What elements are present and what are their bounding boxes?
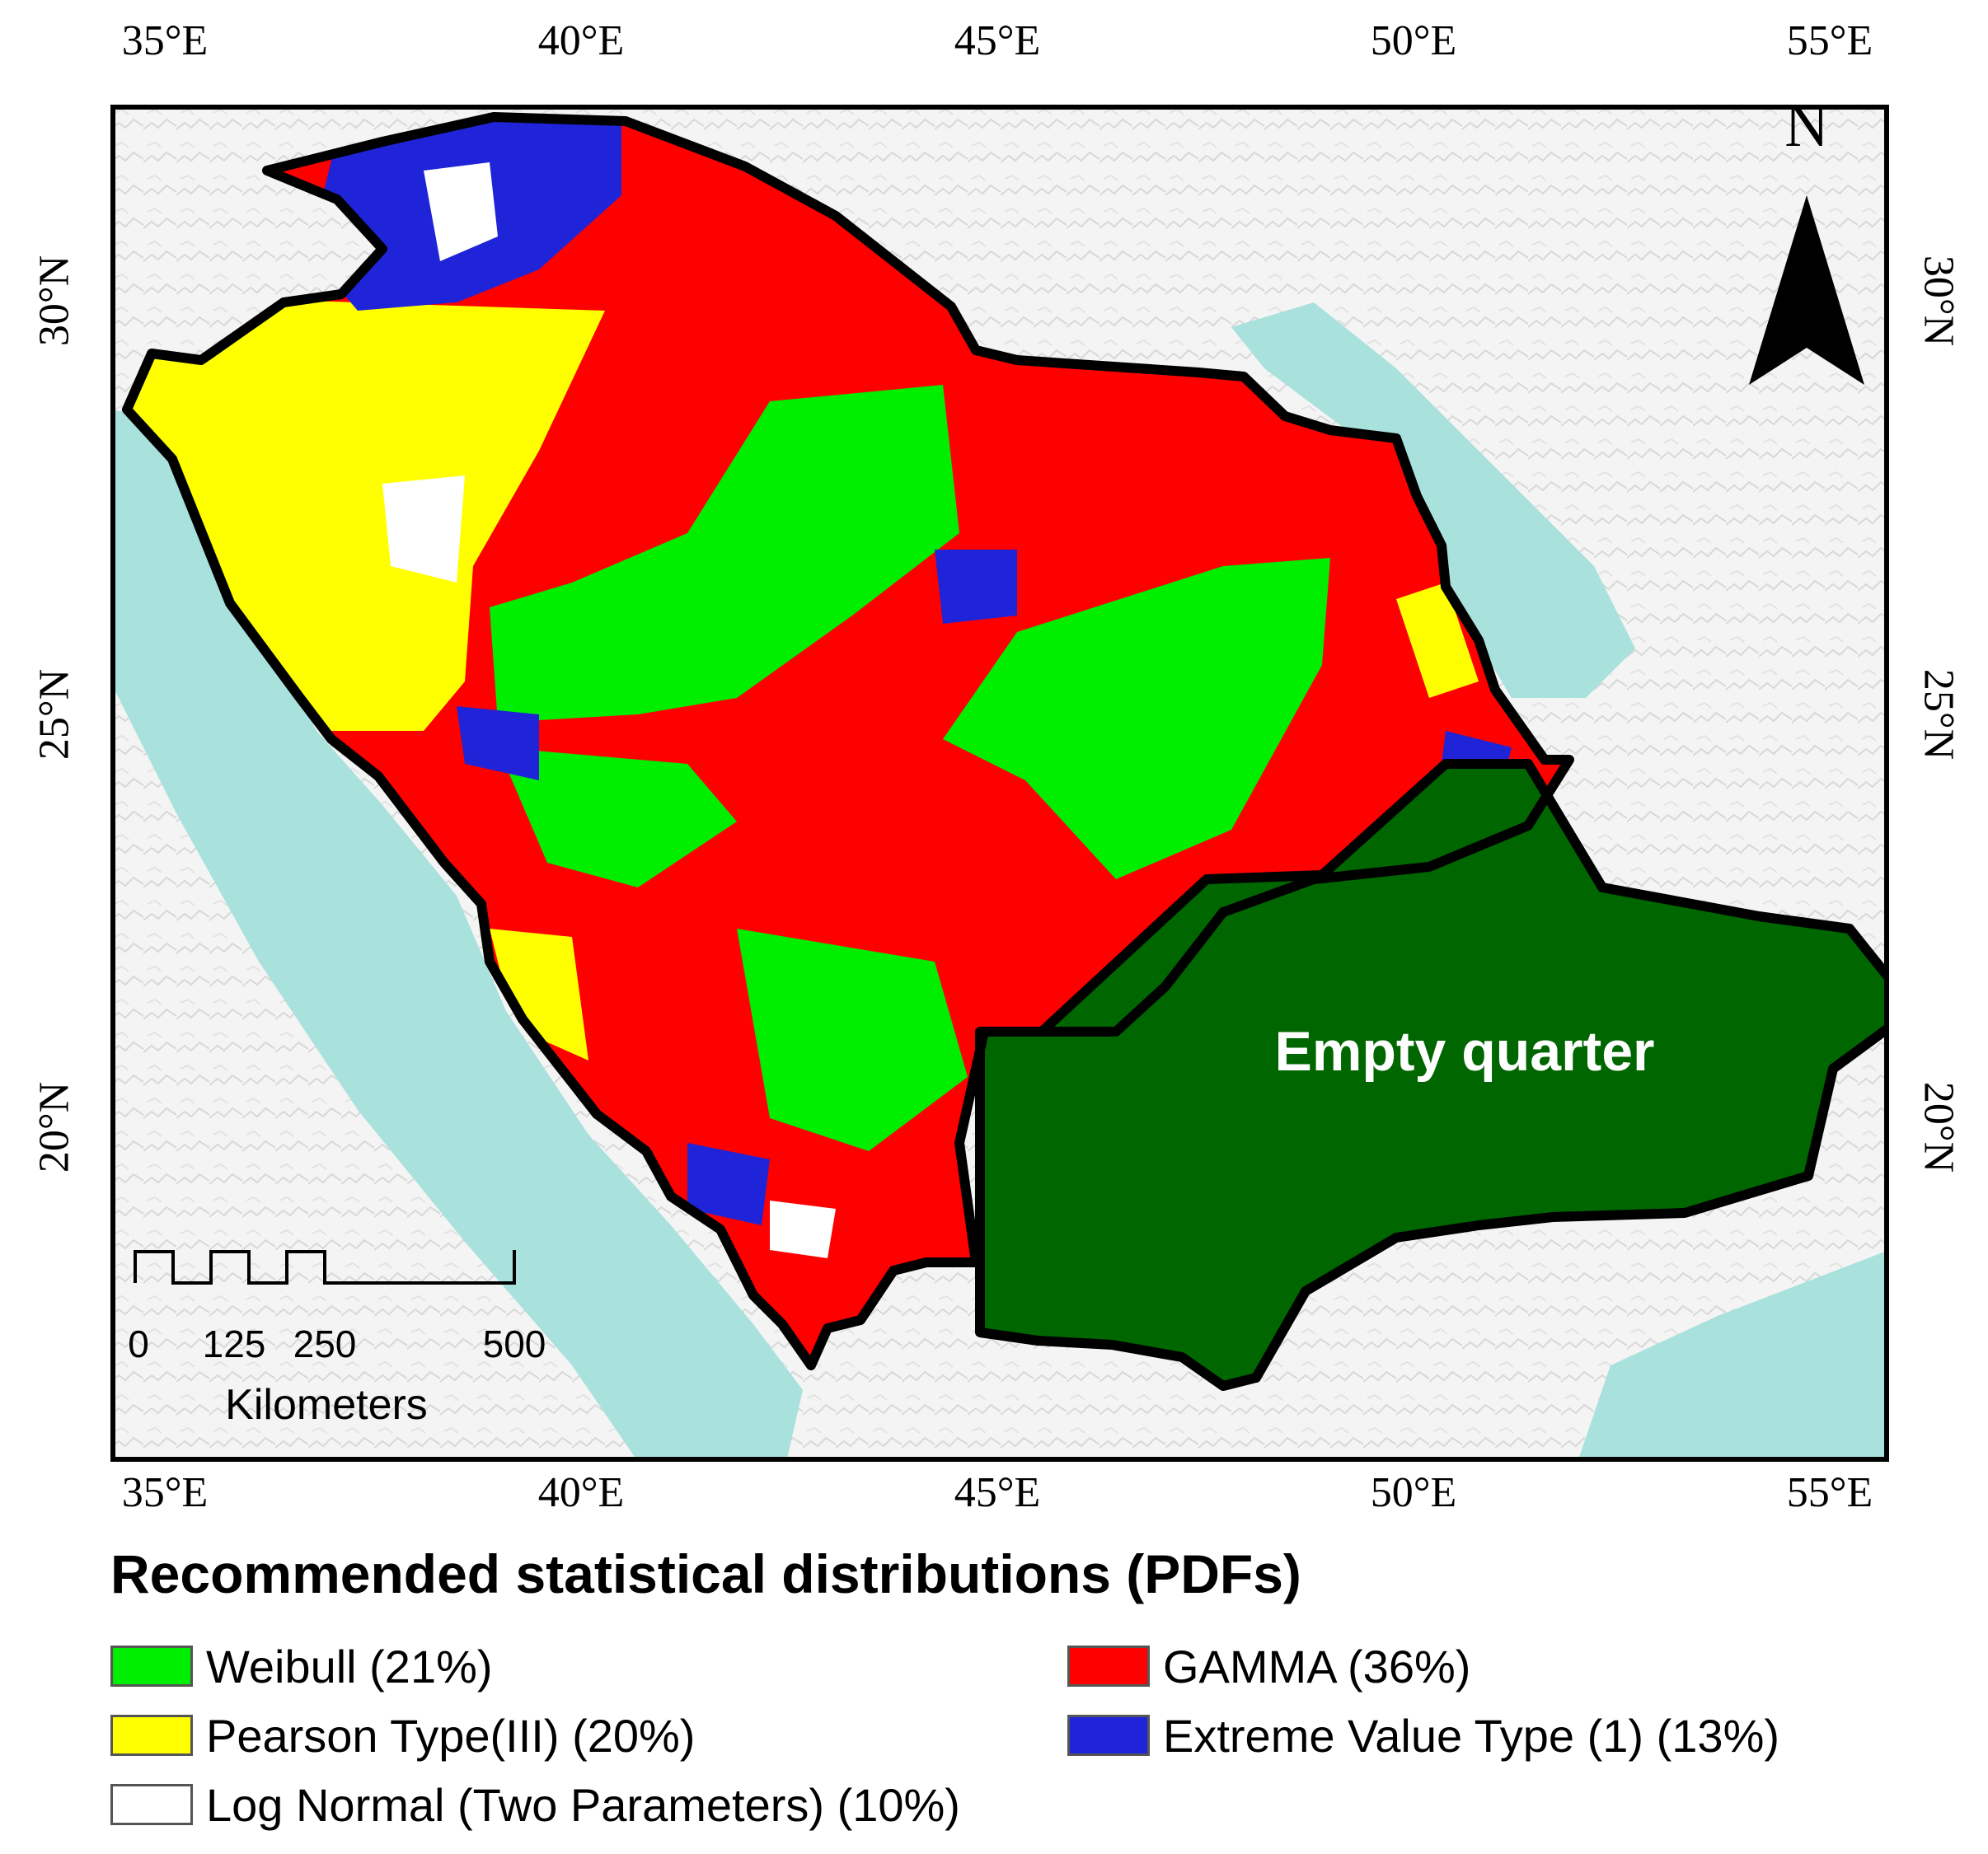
lon-label-top-55: 55°E bbox=[1786, 17, 1873, 64]
legend-swatch-weibull bbox=[110, 1646, 193, 1687]
empty-quarter-region bbox=[975, 759, 1889, 1391]
lognormal-zone bbox=[424, 162, 498, 261]
country-outline bbox=[122, 112, 1574, 1370]
legend-item-pearson: Pearson Type(III) (20%) bbox=[110, 1709, 696, 1762]
scale-label-125: 125 bbox=[203, 1323, 266, 1365]
legend-item-weibull: Weibull (21%) bbox=[110, 1640, 493, 1692]
scale-bar: 0 125 250 500 Kilometers bbox=[128, 1250, 546, 1429]
lon-label-bottom-50: 50°E bbox=[1370, 1469, 1457, 1516]
lon-label-top-45: 45°E bbox=[954, 17, 1041, 64]
scale-label-500: 500 bbox=[483, 1323, 546, 1365]
extreme-zone bbox=[935, 550, 1017, 624]
weibull-zone bbox=[498, 747, 737, 887]
legend-item-log-normal: Log Normal (Two Parameters) (10%) bbox=[110, 1778, 960, 1831]
lat-label-left-30: 30°N bbox=[30, 255, 78, 347]
lon-label-top-50: 50°E bbox=[1370, 17, 1457, 64]
lon-label-top-40: 40°E bbox=[537, 17, 625, 64]
legend-swatch-extreme-value bbox=[1067, 1715, 1150, 1756]
scale-label-250: 250 bbox=[293, 1323, 357, 1365]
lognormal-zone bbox=[382, 475, 465, 583]
arabian-sea bbox=[1578, 1250, 1889, 1462]
legend-label-extreme-value: Extreme Value Type (1) (13%) bbox=[1163, 1709, 1780, 1762]
extreme-zone bbox=[457, 706, 539, 780]
lat-label-left-20: 20°N bbox=[30, 1081, 78, 1173]
lon-label-bottom-45: 45°E bbox=[954, 1469, 1041, 1516]
lon-label-bottom-35: 35°E bbox=[121, 1469, 209, 1516]
weibull-zone bbox=[943, 558, 1330, 879]
lat-label-right-30: 30°N bbox=[1915, 255, 1962, 347]
legend-label-pearson: Pearson Type(III) (20%) bbox=[206, 1709, 696, 1762]
legend-label-log-normal: Log Normal (Two Parameters) (10%) bbox=[206, 1778, 960, 1831]
lat-label-left-25: 25°N bbox=[30, 668, 78, 761]
scale-unit-label: Kilometers bbox=[225, 1381, 428, 1429]
map-canvas: Empty quarter N 0 125 250 500 Kilometers bbox=[110, 105, 1889, 1462]
persian-gulf bbox=[1231, 302, 1635, 698]
empty-quarter-label: Empty quarter bbox=[1275, 1020, 1655, 1083]
scale-label-0: 0 bbox=[128, 1323, 149, 1365]
pearson-zone bbox=[1396, 583, 1479, 698]
extreme-zone bbox=[687, 1143, 770, 1225]
lon-label-top-35: 35°E bbox=[121, 17, 209, 64]
lon-label-bottom-40: 40°E bbox=[537, 1469, 625, 1516]
north-label: N bbox=[1784, 105, 1828, 160]
lat-label-right-20: 20°N bbox=[1915, 1081, 1962, 1173]
legend-item-extreme-value: Extreme Value Type (1) (13%) bbox=[1067, 1709, 1780, 1762]
legend-swatch-log-normal bbox=[110, 1784, 193, 1825]
lon-label-bottom-55: 55°E bbox=[1786, 1469, 1873, 1516]
legend-label-weibull: Weibull (21%) bbox=[206, 1640, 493, 1692]
lat-label-right-25: 25°N bbox=[1915, 668, 1962, 761]
legend-title: Recommended statistical distributions (P… bbox=[110, 1543, 1301, 1604]
weibull-zone bbox=[737, 929, 968, 1151]
legend-swatch-gamma bbox=[1067, 1646, 1150, 1687]
legend-swatch-pearson bbox=[110, 1715, 193, 1756]
weibull-zone bbox=[490, 385, 959, 723]
legend-item-gamma: GAMMA (36%) bbox=[1067, 1640, 1471, 1692]
lognormal-zone bbox=[770, 1201, 836, 1258]
legend-label-gamma: GAMMA (36%) bbox=[1163, 1640, 1471, 1692]
north-arrow-icon: N bbox=[1749, 105, 1864, 385]
